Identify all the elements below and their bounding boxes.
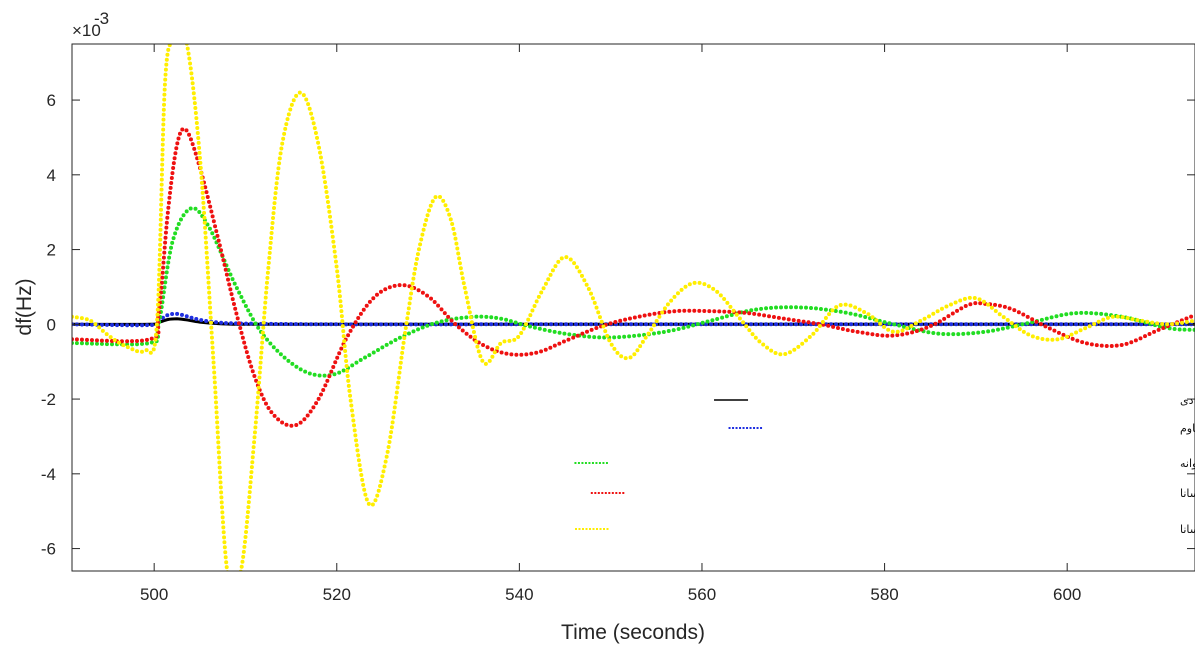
x-tick-label: 540	[505, 585, 533, 604]
y-tick-label: 0	[47, 315, 56, 334]
plot-background	[72, 44, 1195, 571]
x-tick-label: 560	[688, 585, 716, 604]
series-line-3	[72, 206, 1195, 378]
y-multiplier-label: ×10	[72, 21, 101, 40]
y-tick-label: -2	[41, 390, 56, 409]
x-axis-label: Time (seconds)	[561, 621, 705, 644]
legend-entry-1: کنترل هماهنگ سیستم کنترل فرکانس-بار و ذخ…	[1180, 394, 1195, 407]
y-multiplier-exponent: -3	[94, 9, 109, 28]
x-tick-label: 600	[1053, 585, 1081, 604]
tick-layer: 500 520 540 560 580 600 -6 -4 -2 0 2 4 6	[41, 44, 1195, 604]
y-tick-label: 4	[47, 166, 56, 185]
x-tick-label: 500	[140, 585, 168, 604]
y-tick-label: 6	[47, 91, 56, 110]
series-line-4	[72, 126, 1195, 428]
series-layer	[72, 44, 1195, 571]
x-tick-label: 580	[870, 585, 898, 604]
legend-entry-3: کنترل هماهنگ سیستم کنترل فرکانس-بار و ذخ…	[1180, 457, 1195, 470]
legend-entry-5: کنترل فرکانس-بار با استفاده از کنترل کنن…	[1180, 523, 1195, 536]
legend-entry-4: کنترل فرکانس-بار با استفاده از کنترل کنن…	[1180, 487, 1195, 500]
legend: کنترل هماهنگ سیستم کنترل فرکانس-بار و ذخ…	[574, 394, 1195, 536]
y-tick-label: 2	[47, 241, 56, 260]
x-tick-label: 520	[323, 585, 351, 604]
y-tick-label: -6	[41, 540, 56, 559]
plot-frame	[71, 43, 1195, 572]
legend-entry-2: کنترل هماهنگ سیستم کنترل فرکانس-بار و ذخ…	[1180, 422, 1195, 435]
y-axis-label: df(Hz)	[13, 278, 36, 335]
series-line-5	[72, 44, 1195, 571]
y-tick-label: -4	[41, 465, 56, 484]
